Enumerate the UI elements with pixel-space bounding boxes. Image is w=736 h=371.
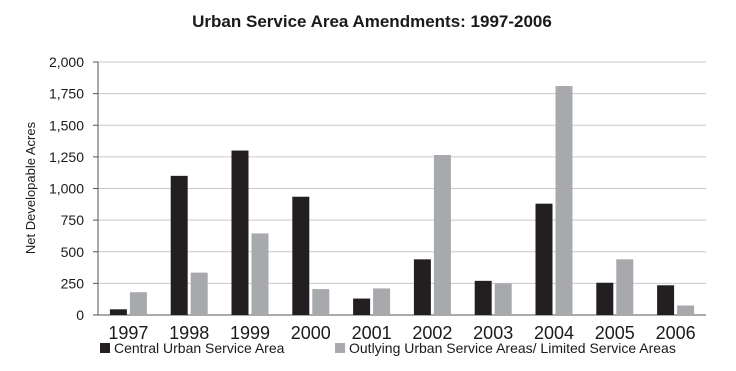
bars [109, 86, 695, 315]
y-tick-label: 500 [61, 244, 85, 260]
y-tick-label: 250 [61, 275, 85, 291]
x-tick-label: 2003 [473, 323, 513, 343]
bar-central-2001 [353, 298, 371, 315]
x-tick-label: 2001 [352, 323, 392, 343]
legend-swatch-central [100, 343, 110, 353]
bar-central-1998 [170, 175, 188, 315]
x-tick-label: 2000 [291, 323, 331, 343]
y-tick-labels: 0 250 500 750 1,000 1,250 1,500 1,750 2,000 [49, 54, 84, 323]
gridlines [98, 61, 706, 316]
bar-central-1997 [109, 309, 127, 315]
bar-central-2006 [657, 285, 675, 315]
bar-central-2000 [292, 196, 310, 315]
bar-outlying-2000 [312, 289, 330, 315]
x-tick-label: 1998 [169, 323, 209, 343]
legend-label-outlying: Outlying Urban Service Areas/ Limited Se… [349, 340, 676, 356]
bar-outlying-2002 [433, 154, 451, 315]
bar-outlying-2001 [373, 288, 391, 315]
bar-outlying-1998 [190, 272, 208, 315]
bar-central-2004 [535, 203, 553, 315]
x-tick-label: 1997 [108, 323, 148, 343]
bar-outlying-2006 [677, 305, 695, 315]
y-tick-label: 750 [61, 212, 85, 228]
bar-central-2002 [413, 259, 431, 315]
y-tick-label: 0 [76, 307, 84, 323]
bar-central-2005 [596, 282, 614, 315]
legend-label-central: Central Urban Service Area [114, 340, 285, 356]
bar-outlying-1997 [129, 292, 147, 315]
bar-outlying-2005 [616, 259, 634, 315]
bar-outlying-2003 [494, 283, 512, 315]
legend: Central Urban Service Area Outlying Urban… [100, 340, 676, 356]
y-axis-label: Net Developable Acres [23, 121, 38, 254]
x-tick-labels: 1997 1998 1999 2000 2001 2002 2003 2004 2005 2006 [108, 323, 695, 343]
y-tick-label: 1,250 [49, 149, 84, 165]
bar-outlying-1999 [251, 233, 269, 315]
y-tick-label: 2,000 [49, 54, 84, 70]
bar-central-1999 [231, 150, 249, 315]
x-tick-label: 2002 [412, 323, 452, 343]
x-tick-label: 1999 [230, 323, 270, 343]
y-tick-label: 1,000 [49, 181, 84, 197]
x-tick-label: 2004 [534, 323, 574, 343]
bar-central-2003 [474, 280, 492, 315]
y-tick-label: 1,500 [49, 117, 84, 133]
legend-swatch-outlying [335, 343, 345, 353]
chart-title: Urban Service Area Amendments: 1997-2006 [192, 12, 552, 31]
x-tick-label: 2005 [595, 323, 635, 343]
y-tick-label: 1,750 [49, 86, 84, 102]
x-tick-label: 2006 [656, 323, 696, 343]
bar-outlying-2004 [555, 86, 573, 315]
